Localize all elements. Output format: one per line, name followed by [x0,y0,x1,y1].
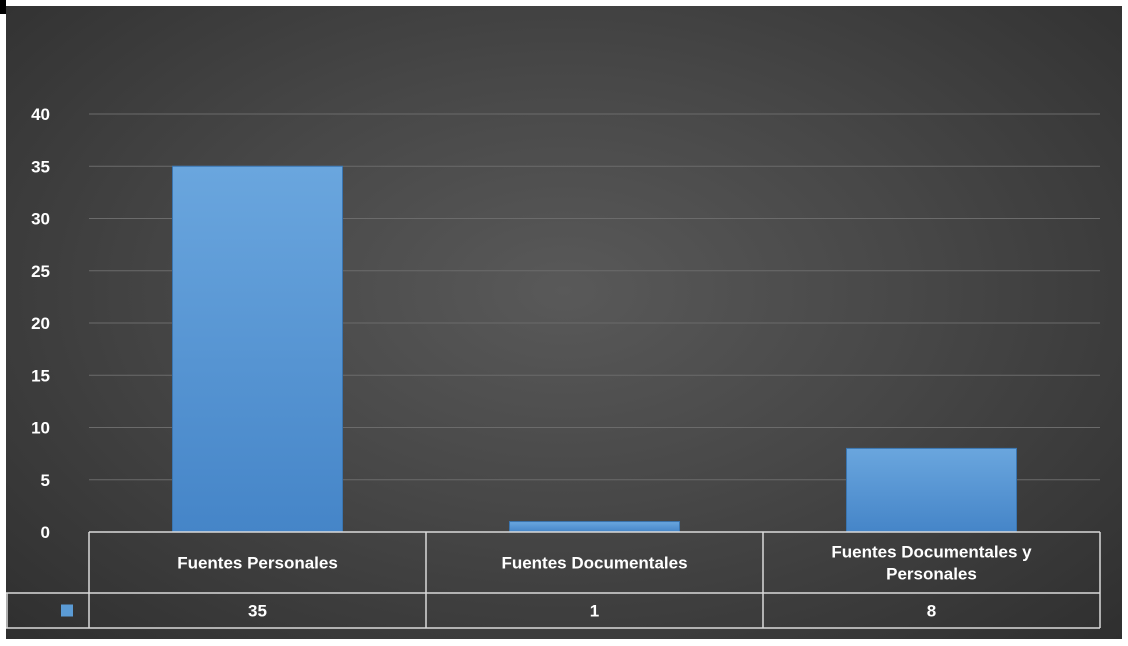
table-value: 8 [927,602,936,621]
x-category-label: Fuentes Documentales y Personales [831,543,1032,584]
bar-chart: 0 5 10 15 20 25 30 35 40 Fuentes Personales Fuent… [6,105,1101,629]
y-tick-label: 35 [31,157,50,176]
table-value: 1 [590,602,599,621]
y-tick-label: 25 [31,262,50,281]
y-tick-label: 5 [41,471,50,490]
y-tick-label: 30 [31,210,50,229]
y-tick-label: 15 [31,366,50,385]
legend-key [61,604,73,617]
corner-mark [0,0,6,14]
table-value: 35 [248,602,267,621]
x-category-label: Fuentes Personales [177,554,338,573]
bar [172,165,343,533]
y-tick-label: 10 [31,419,50,438]
x-category-label: Fuentes Documentales [501,554,687,573]
bar [509,521,680,533]
y-tick-label: 40 [31,105,50,124]
chart-panel: 0 5 10 15 20 25 30 35 40 Fuentes Personales Fuent… [6,6,1122,639]
bar [846,447,1017,533]
y-tick-label: 20 [31,314,50,333]
y-tick-label: 0 [41,523,50,542]
